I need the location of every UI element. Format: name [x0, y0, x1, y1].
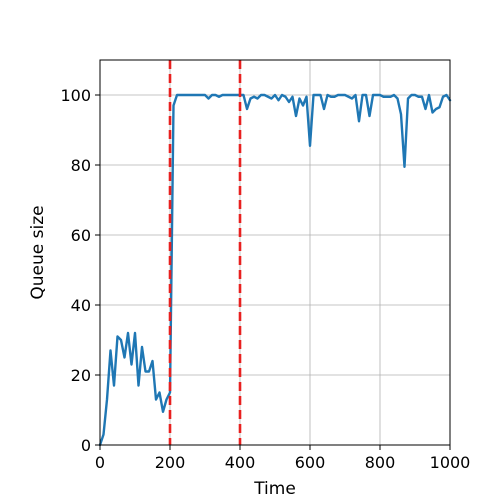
- plot-data: [98, 93, 452, 447]
- x-tick-label: 200: [155, 453, 186, 472]
- y-axis-label: Queue size: [28, 205, 48, 299]
- y-tick-label: 20: [71, 366, 91, 385]
- x-axis-label: Time: [253, 479, 296, 499]
- plot-frame: [99, 59, 451, 446]
- queue-size-series-line: [98, 93, 452, 447]
- x-tick-label: 600: [295, 453, 326, 472]
- y-tick-label: 80: [71, 156, 91, 175]
- grid-lines: [99, 60, 451, 446]
- x-tick-label: 400: [225, 453, 256, 472]
- x-tick-label: 800: [365, 453, 396, 472]
- x-tick-label: 1000: [430, 453, 471, 472]
- x-tick-label: 0: [95, 453, 105, 472]
- threshold-lines: [168, 60, 242, 445]
- axis-ticks: 0 200 400 600 800 1000 0 20 40 60 80 100: [60, 86, 470, 472]
- y-tick-label: 0: [81, 436, 91, 455]
- y-tick-label: 100: [60, 86, 91, 105]
- y-tick-label: 60: [71, 226, 91, 245]
- y-tick-label: 40: [71, 296, 91, 315]
